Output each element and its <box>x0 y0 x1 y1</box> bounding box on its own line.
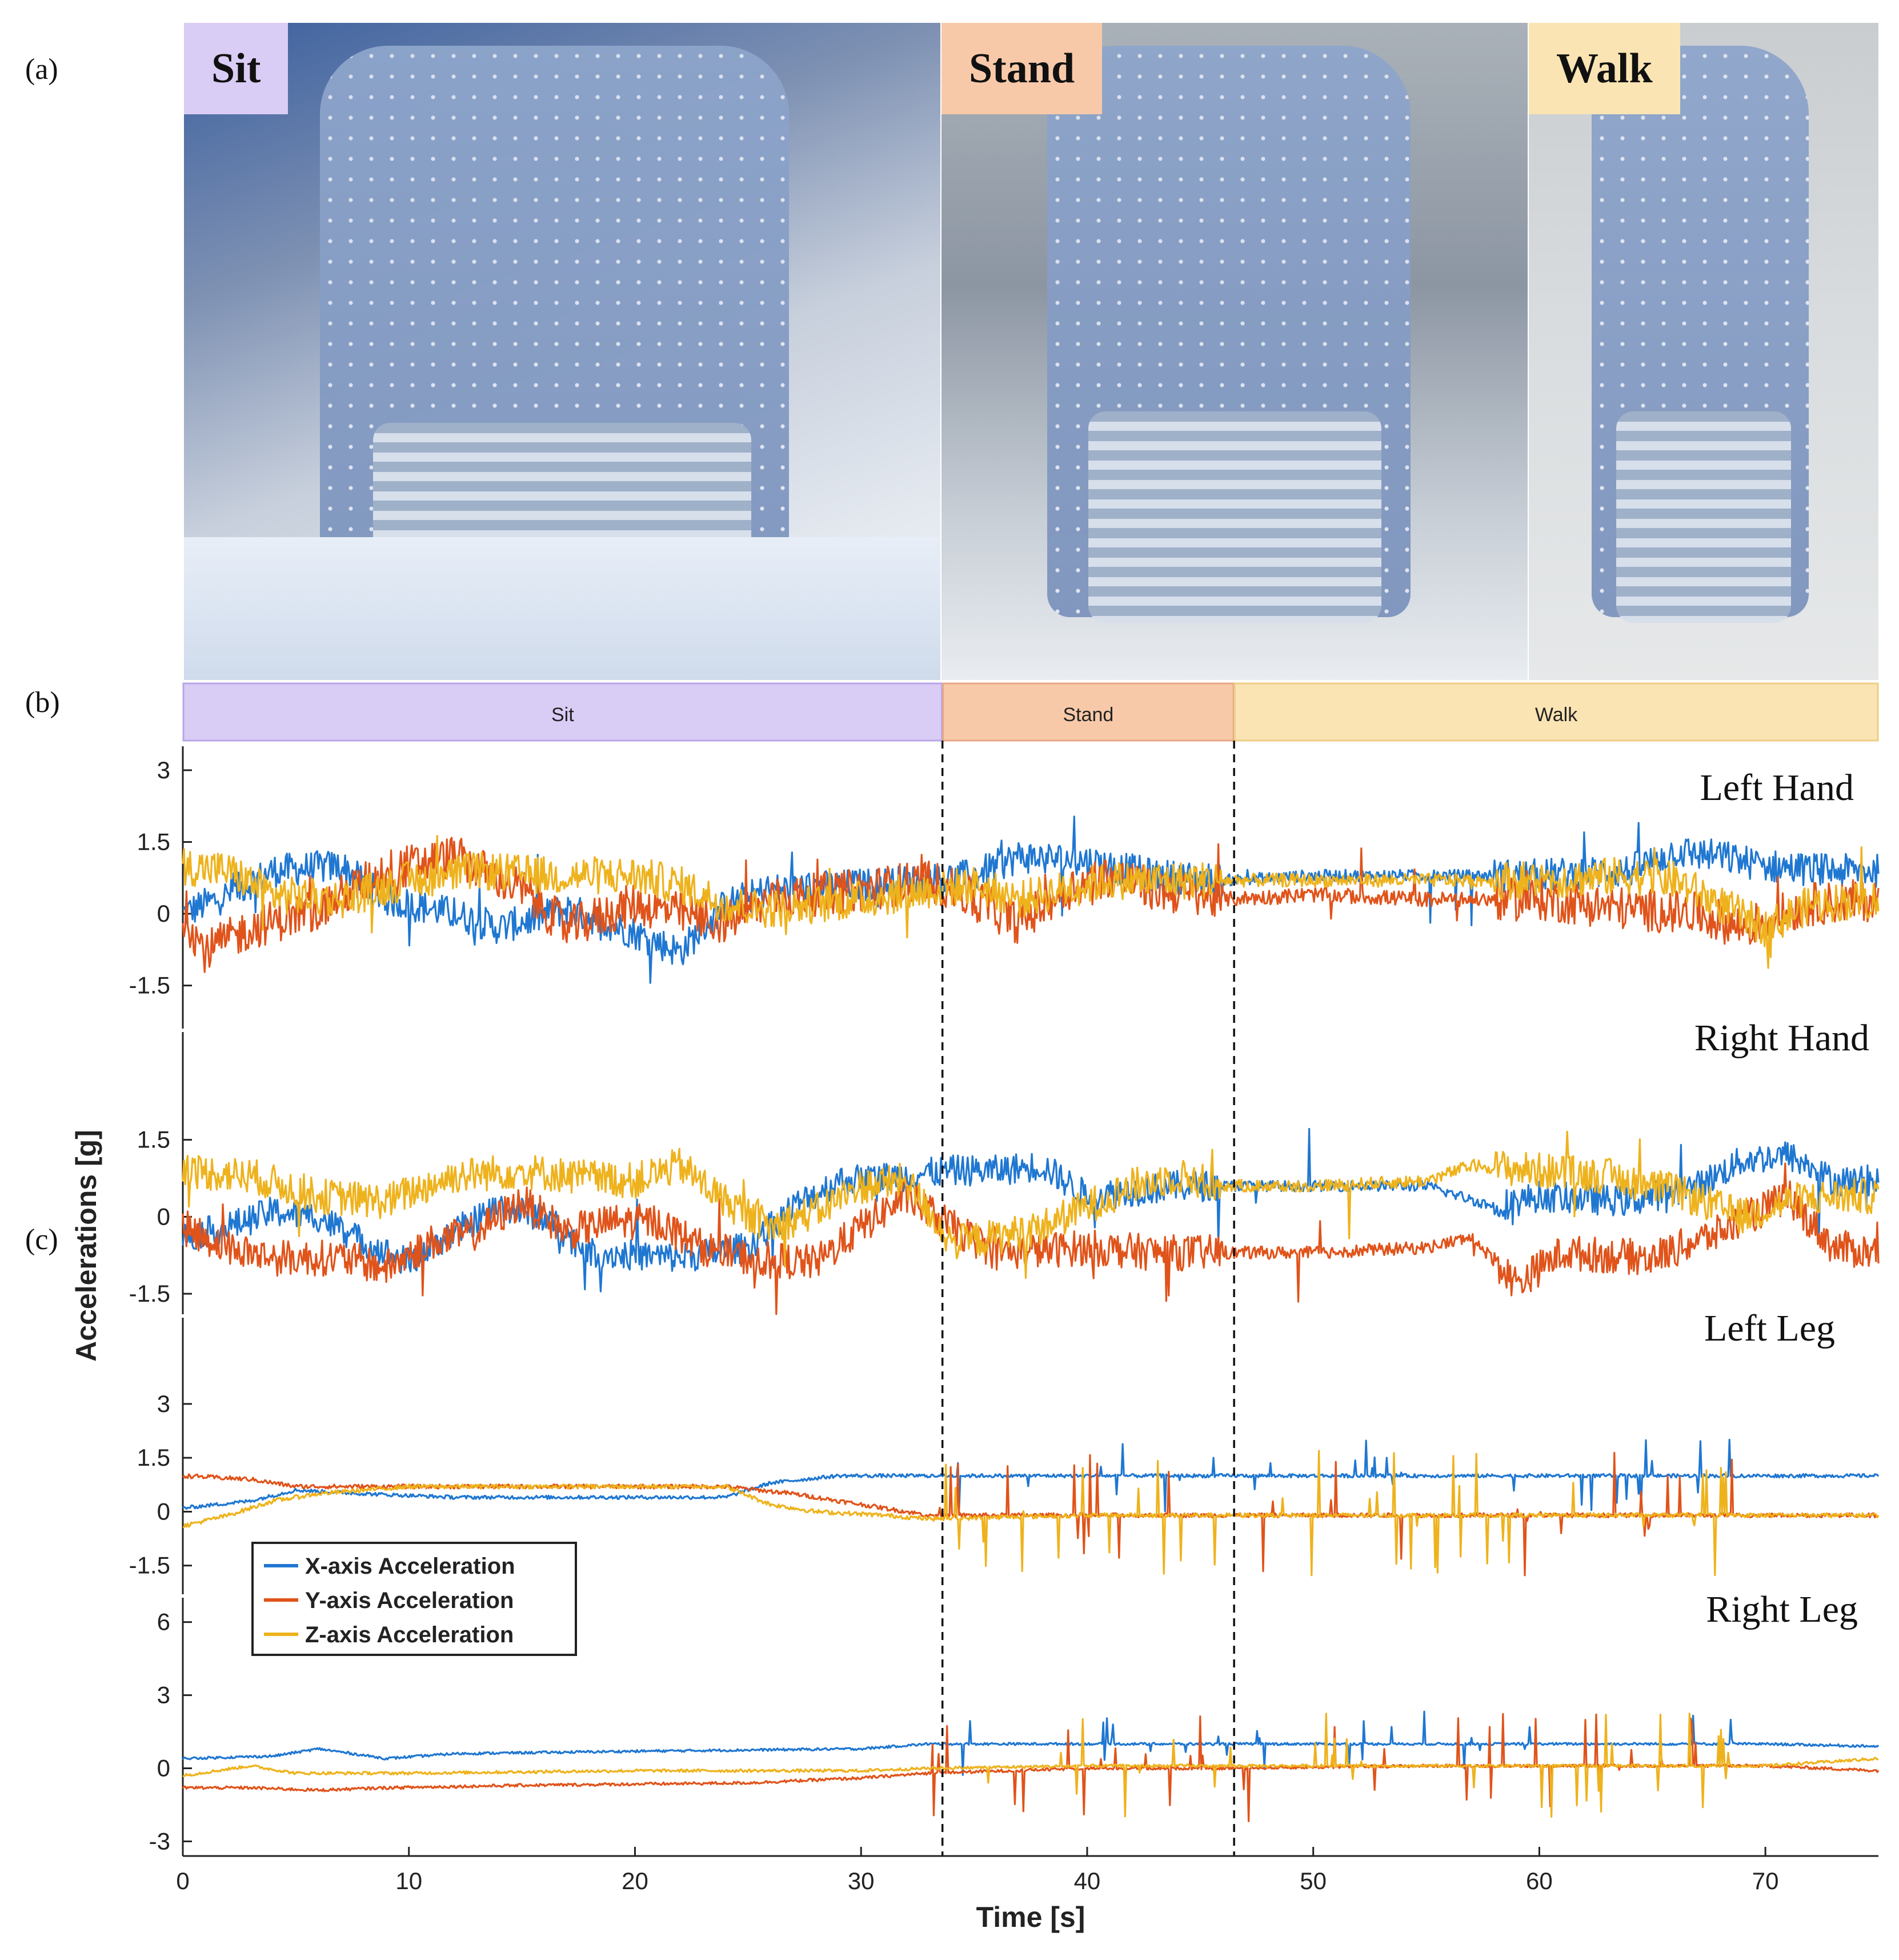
y-tick-label: -1.5 <box>129 1552 170 1579</box>
series-line-z-1 <box>182 1130 1880 1279</box>
panel-label-c: (c) <box>25 1223 58 1256</box>
panel-label-a: (a) <box>25 53 58 86</box>
photo-pants-stand <box>1088 411 1381 623</box>
segment-stand <box>942 682 1235 742</box>
y-tick-label: 0 <box>157 900 170 927</box>
y-tick-label: 1.5 <box>137 828 170 855</box>
x-tick-label: 60 <box>1526 1867 1553 1894</box>
y-tick-label: -1.5 <box>129 972 170 999</box>
y-tick-label: 0 <box>157 1203 170 1230</box>
series-line-x-2 <box>182 1438 1880 1513</box>
legend-box <box>251 1542 577 1656</box>
segment-label-walk: Walk <box>1535 704 1578 726</box>
photo-sit: Sit <box>184 23 940 680</box>
series-line-z-3 <box>182 1713 1879 1818</box>
panel-title: Right Leg <box>1706 1589 1858 1630</box>
y-tick-label: 0 <box>157 1754 170 1781</box>
series-line-y-3 <box>182 1713 1880 1822</box>
legend-entry: Y-axis Acceleration <box>305 1588 514 1613</box>
x-tick-label: 10 <box>395 1867 422 1894</box>
photo-stand-label: Stand <box>942 23 1103 114</box>
series-line-x-1 <box>182 1127 1880 1293</box>
segment-label-sit: Sit <box>551 704 574 726</box>
y-tick-label: 6 <box>157 1609 170 1635</box>
segment-label-stand: Stand <box>1063 704 1113 726</box>
panel-title: Right Hand <box>1694 1017 1869 1059</box>
panel-label-b: (b) <box>25 686 60 719</box>
photo-bedsheet <box>184 537 940 680</box>
legend-entry: Z-axis Acceleration <box>305 1622 514 1647</box>
x-tick-label: 30 <box>848 1867 875 1894</box>
y-tick-label: 3 <box>157 1682 170 1709</box>
x-tick-label: 50 <box>1300 1867 1327 1894</box>
x-tick-label: 0 <box>176 1867 189 1894</box>
photo-stand: Stand <box>942 23 1528 680</box>
y-tick-label: 3 <box>157 757 170 783</box>
photo-pants-walk <box>1616 411 1791 623</box>
series-line-z-0 <box>182 835 1880 969</box>
y-tick-label: 1.5 <box>137 1126 170 1153</box>
photo-walk-label: Walk <box>1529 23 1680 114</box>
y-tick-label: 0 <box>157 1498 170 1525</box>
photo-sit-label: Sit <box>184 23 289 114</box>
x-tick-label: 70 <box>1752 1867 1779 1894</box>
y-tick-label: -3 <box>149 1827 170 1854</box>
x-axis-label: Time [s] <box>976 1901 1085 1933</box>
y-axis-label: Accelerations [g] <box>70 1130 102 1362</box>
segment-sit <box>182 682 943 742</box>
legend-entry: X-axis Acceleration <box>305 1554 515 1579</box>
series-line-z-2 <box>182 1450 1880 1577</box>
photo-walk: Walk <box>1529 23 1878 680</box>
y-tick-label: 3 <box>157 1390 170 1417</box>
y-tick-label: -1.5 <box>129 1280 170 1307</box>
activity-photos: Sit Stand Walk <box>184 23 1878 680</box>
x-tick-label: 40 <box>1074 1867 1101 1894</box>
panel-title: Left Hand <box>1700 767 1854 809</box>
panel-title: Left Leg <box>1704 1307 1835 1349</box>
y-tick-label: 1.5 <box>137 1444 170 1471</box>
x-tick-label: 20 <box>622 1867 648 1894</box>
segment-walk <box>1233 682 1879 742</box>
